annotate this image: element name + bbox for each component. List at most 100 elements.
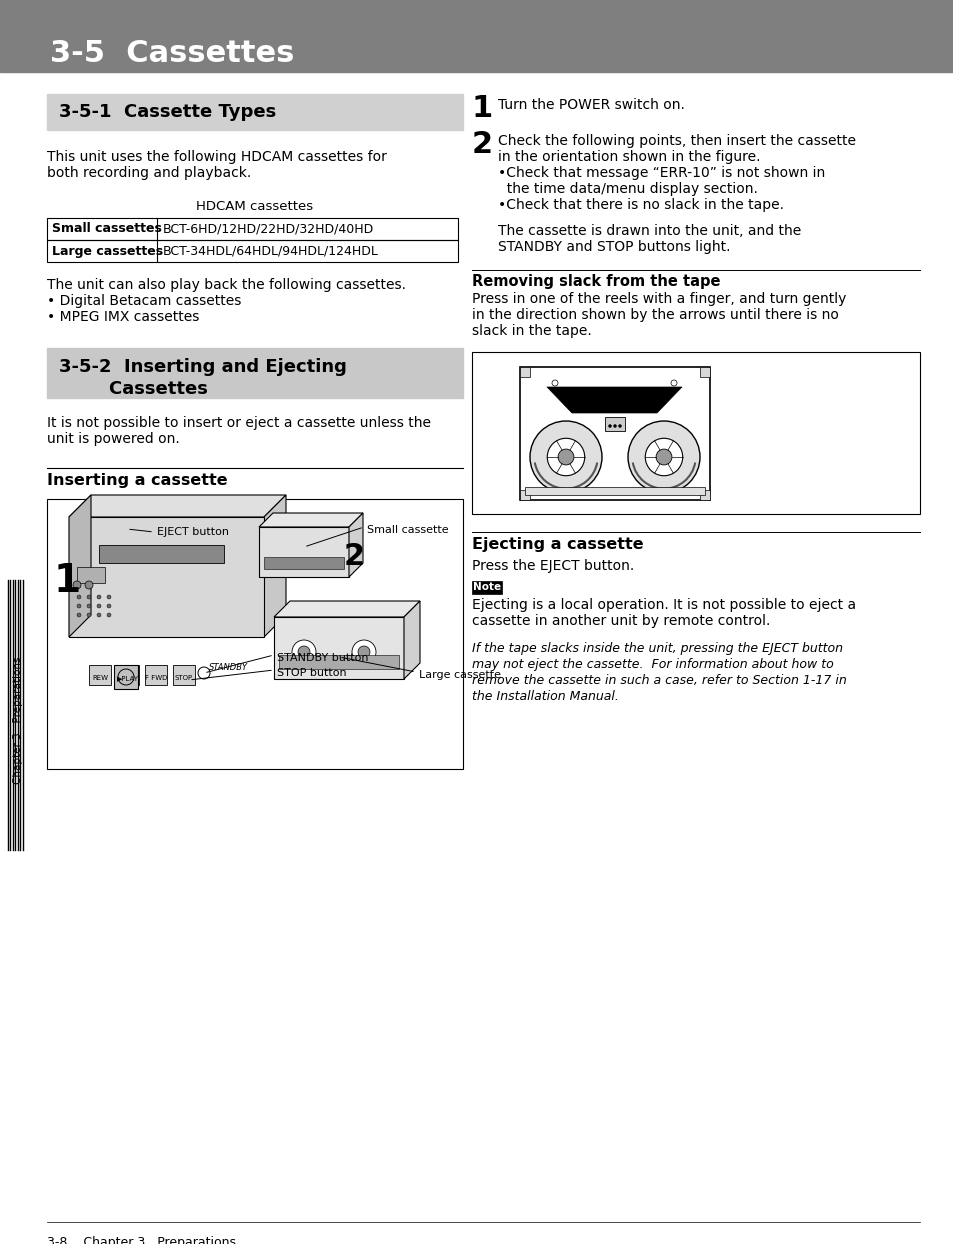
Text: STANDBY button: STANDBY button xyxy=(276,653,368,663)
Text: BCT-6HD/12HD/22HD/32HD/40HD: BCT-6HD/12HD/22HD/32HD/40HD xyxy=(163,223,374,235)
Circle shape xyxy=(85,581,92,588)
Text: BCT-34HDL/64HDL/94HDL/124HDL: BCT-34HDL/64HDL/94HDL/124HDL xyxy=(163,245,378,258)
Text: cassette in another unit by remote control.: cassette in another unit by remote contr… xyxy=(472,615,770,628)
Bar xyxy=(47,348,462,398)
Circle shape xyxy=(558,449,574,465)
Circle shape xyxy=(552,379,558,386)
Circle shape xyxy=(613,424,616,428)
Text: 3-8    Chapter 3   Preparations: 3-8 Chapter 3 Preparations xyxy=(47,1237,235,1244)
Circle shape xyxy=(107,605,111,608)
Bar xyxy=(47,499,462,769)
Text: Large cassette: Large cassette xyxy=(418,671,500,680)
Bar xyxy=(117,666,139,685)
Text: 3-5  Cassettes: 3-5 Cassettes xyxy=(50,40,294,68)
Text: Chapter 3   Preparations: Chapter 3 Preparations xyxy=(13,657,23,784)
Text: EJECT button: EJECT button xyxy=(157,527,229,537)
Bar xyxy=(472,352,919,514)
Bar xyxy=(700,367,709,377)
Polygon shape xyxy=(264,495,286,637)
Circle shape xyxy=(87,595,91,600)
Circle shape xyxy=(530,420,601,493)
Circle shape xyxy=(608,424,611,428)
Text: The cassette is drawn into the unit, and the: The cassette is drawn into the unit, and… xyxy=(497,224,801,238)
Text: STOP button: STOP button xyxy=(276,668,346,678)
Text: •Check that message “ERR-10” is not shown in: •Check that message “ERR-10” is not show… xyxy=(497,165,824,180)
Text: •Check that there is no slack in the tape.: •Check that there is no slack in the tap… xyxy=(497,198,783,211)
Polygon shape xyxy=(403,601,419,679)
Polygon shape xyxy=(274,601,419,617)
Text: both recording and playback.: both recording and playback. xyxy=(47,165,251,180)
Text: STOP: STOP xyxy=(174,675,193,680)
Bar xyxy=(47,95,462,131)
Text: Check the following points, then insert the cassette: Check the following points, then insert … xyxy=(497,134,855,148)
Circle shape xyxy=(292,639,315,664)
Text: The unit can also play back the following cassettes.: The unit can also play back the followin… xyxy=(47,277,406,292)
Circle shape xyxy=(107,595,111,600)
Circle shape xyxy=(87,613,91,617)
Bar xyxy=(47,240,457,262)
Circle shape xyxy=(627,420,700,493)
Bar xyxy=(472,581,501,593)
Text: 1: 1 xyxy=(472,95,493,123)
Text: If the tape slacks inside the unit, pressing the EJECT button: If the tape slacks inside the unit, pres… xyxy=(472,642,842,656)
Text: This unit uses the following HDCAM cassettes for: This unit uses the following HDCAM casse… xyxy=(47,151,387,164)
Circle shape xyxy=(97,613,101,617)
Bar xyxy=(0,0,953,72)
Text: F FWD: F FWD xyxy=(145,675,167,680)
Circle shape xyxy=(97,605,101,608)
Circle shape xyxy=(357,646,370,658)
Text: Turn the POWER switch on.: Turn the POWER switch on. xyxy=(497,98,684,112)
Circle shape xyxy=(670,379,677,386)
Bar xyxy=(264,557,344,569)
Text: • MPEG IMX cassettes: • MPEG IMX cassettes xyxy=(47,310,199,323)
Text: the time data/menu display section.: the time data/menu display section. xyxy=(497,182,757,197)
Bar xyxy=(519,490,530,500)
Circle shape xyxy=(77,595,81,600)
Circle shape xyxy=(87,605,91,608)
Circle shape xyxy=(77,605,81,608)
Bar xyxy=(77,567,105,583)
Bar xyxy=(99,545,224,564)
Text: in the direction shown by the arrows until there is no: in the direction shown by the arrows unt… xyxy=(472,309,838,322)
Text: remove the cassette in such a case, refer to Section 1-17 in: remove the cassette in such a case, refe… xyxy=(472,674,846,687)
Polygon shape xyxy=(546,387,681,413)
Text: unit is powered on.: unit is powered on. xyxy=(47,432,179,447)
Bar xyxy=(113,666,138,689)
Text: 1: 1 xyxy=(54,562,81,600)
Polygon shape xyxy=(69,495,286,518)
Text: Ejecting is a local operation. It is not possible to eject a: Ejecting is a local operation. It is not… xyxy=(472,598,855,612)
Polygon shape xyxy=(258,513,363,527)
Bar xyxy=(278,656,398,669)
Bar xyxy=(145,666,167,685)
Bar xyxy=(89,666,111,685)
Circle shape xyxy=(118,669,133,685)
Bar xyxy=(519,367,709,500)
Text: Inserting a cassette: Inserting a cassette xyxy=(47,473,228,488)
Bar xyxy=(172,666,194,685)
Circle shape xyxy=(73,581,81,588)
Polygon shape xyxy=(349,513,363,577)
Bar xyxy=(258,527,349,577)
Bar xyxy=(519,367,530,377)
Text: STANDBY and STOP buttons light.: STANDBY and STOP buttons light. xyxy=(497,240,730,254)
Text: Ejecting a cassette: Ejecting a cassette xyxy=(472,537,643,552)
Text: • Digital Betacam cassettes: • Digital Betacam cassettes xyxy=(47,294,241,309)
Bar xyxy=(274,617,403,679)
Text: Press in one of the reels with a finger, and turn gently: Press in one of the reels with a finger,… xyxy=(472,292,845,306)
Text: STANDBY: STANDBY xyxy=(209,663,248,672)
Text: Small cassettes: Small cassettes xyxy=(52,223,162,235)
Circle shape xyxy=(618,424,620,428)
Text: Note: Note xyxy=(473,582,500,592)
Circle shape xyxy=(97,595,101,600)
Text: 3-5-2  Inserting and Ejecting: 3-5-2 Inserting and Ejecting xyxy=(59,358,347,376)
Text: Press the EJECT button.: Press the EJECT button. xyxy=(472,559,634,573)
Circle shape xyxy=(547,438,584,475)
Circle shape xyxy=(107,613,111,617)
Text: 2: 2 xyxy=(344,542,365,571)
Text: It is not possible to insert or eject a cassette unless the: It is not possible to insert or eject a … xyxy=(47,415,431,430)
Text: 2: 2 xyxy=(472,131,493,159)
Text: REW: REW xyxy=(91,675,108,680)
Circle shape xyxy=(352,639,375,664)
Text: the Installation Manual.: the Installation Manual. xyxy=(472,690,618,703)
Circle shape xyxy=(297,646,310,658)
